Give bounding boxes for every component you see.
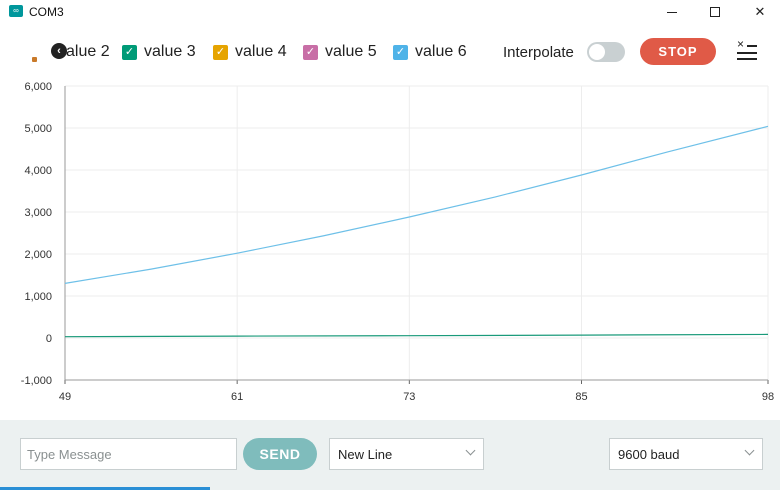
series-line-value-6 bbox=[64, 125, 769, 284]
legend-label: value 2 bbox=[58, 43, 110, 60]
window-title: COM3 bbox=[29, 5, 64, 19]
legend-label: value 4 bbox=[235, 43, 287, 60]
clear-x-glyph: × bbox=[737, 37, 745, 51]
legend-item-value-2[interactable]: value 2 bbox=[58, 42, 110, 62]
scroll-legend-left-button[interactable]: ‹ bbox=[51, 43, 67, 59]
baud-rate-value: 9600 baud bbox=[618, 446, 680, 462]
maximize-icon bbox=[710, 7, 720, 17]
checkbox-icon[interactable]: ✓ bbox=[122, 44, 137, 60]
checkbox-icon[interactable]: ✓ bbox=[213, 44, 228, 60]
legend-item-value-4[interactable]: ✓ value 4 bbox=[213, 42, 287, 62]
legend-label: value 3 bbox=[144, 43, 196, 60]
taskbar-accent bbox=[0, 487, 210, 490]
x-tick-label: 98 bbox=[762, 391, 774, 403]
legend-toolbar: value 2 ‹ ✓ value 3 ✓ value 4 ✓ value 5 … bbox=[0, 36, 780, 68]
x-tick-label: 61 bbox=[231, 391, 243, 403]
partial-checkbox-icon bbox=[32, 57, 37, 62]
chevron-down-icon bbox=[465, 445, 476, 456]
y-tick-labels: -1,000 0 1,000 2,000 3,000 4,000 5,000 6,000 bbox=[21, 81, 52, 387]
series-line-value-3 bbox=[64, 333, 769, 338]
stop-button[interactable]: STOP bbox=[640, 38, 716, 65]
y-tick-label: 3,000 bbox=[24, 207, 52, 219]
close-icon: ✕ bbox=[754, 4, 766, 19]
x-tick-label: 85 bbox=[575, 391, 587, 403]
legend-item-value-3[interactable]: ✓ value 3 bbox=[122, 42, 196, 62]
legend-item-value-5[interactable]: ✓ value 5 bbox=[303, 42, 377, 62]
checkbox-icon[interactable]: ✓ bbox=[393, 44, 408, 60]
line-ending-value: New Line bbox=[338, 446, 393, 462]
toggle-knob bbox=[589, 44, 605, 60]
interpolate-toggle[interactable] bbox=[587, 42, 625, 62]
series-lines bbox=[64, 125, 769, 338]
maximize-button[interactable] bbox=[695, 0, 735, 24]
x-tick-label: 73 bbox=[403, 391, 415, 403]
arduino-infinity-icon: ∞ bbox=[9, 5, 23, 17]
checkbox-icon[interactable]: ✓ bbox=[303, 44, 318, 60]
minimize-button[interactable] bbox=[652, 0, 692, 24]
plot-area: -1,000 0 1,000 2,000 3,000 4,000 5,000 6,000 49… bbox=[21, 81, 774, 403]
chevron-down-icon bbox=[744, 445, 755, 456]
title-bar: ∞ COM3 ✕ bbox=[0, 0, 780, 24]
clear-list-icon[interactable]: × bbox=[737, 38, 757, 62]
legend-label: value 6 bbox=[415, 43, 467, 60]
y-tick-label: 4,000 bbox=[24, 165, 52, 177]
y-tick-label: 6,000 bbox=[24, 81, 52, 93]
x-tick-label: 49 bbox=[59, 391, 71, 403]
line-ending-select[interactable]: New Line bbox=[329, 438, 484, 470]
legend-item-value-6[interactable]: ✓ value 6 bbox=[393, 42, 467, 62]
minimize-icon bbox=[667, 11, 677, 13]
baud-rate-select[interactable]: 9600 baud bbox=[609, 438, 763, 470]
y-tick-label: -1,000 bbox=[21, 375, 52, 387]
axes bbox=[64, 86, 769, 384]
chevron-left-icon: ‹ bbox=[57, 45, 61, 57]
y-tick-label: 2,000 bbox=[24, 249, 52, 261]
send-button[interactable]: SEND bbox=[243, 438, 317, 470]
y-tick-label: 1,000 bbox=[24, 291, 52, 303]
y-tick-label: 0 bbox=[46, 333, 52, 345]
message-input[interactable] bbox=[20, 438, 237, 470]
message-bar: SEND New Line 9600 baud bbox=[0, 420, 780, 490]
legend-label: value 5 bbox=[325, 43, 377, 60]
x-tick-labels: 49 61 73 85 98 bbox=[59, 391, 774, 403]
interpolate-label: Interpolate bbox=[503, 44, 574, 61]
close-button[interactable]: ✕ bbox=[740, 0, 780, 24]
y-tick-label: 5,000 bbox=[24, 123, 52, 135]
